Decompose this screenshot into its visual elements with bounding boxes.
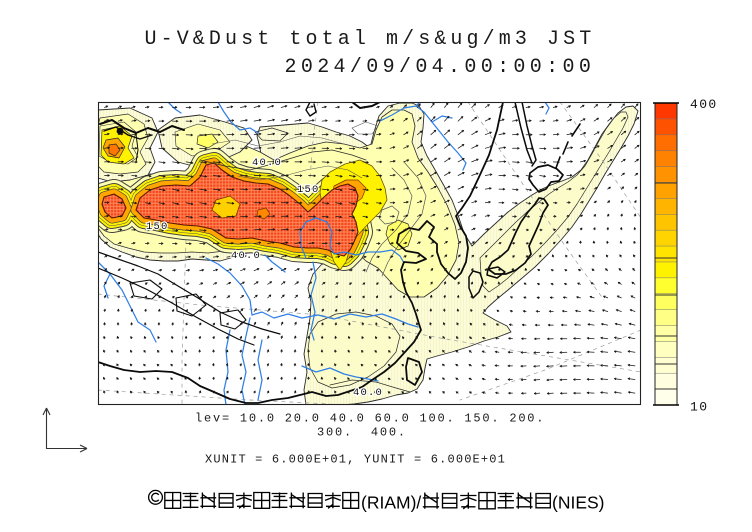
svg-text:2024/09/04.00:00:00: 2024/09/04.00:00:00 <box>285 56 596 79</box>
svg-text:400: 400 <box>690 97 718 112</box>
svg-text:lev= 10.0 20.0 40.0 60.0 100.: lev= 10.0 20.0 40.0 60.0 100. 150. 200. <box>195 412 545 426</box>
svg-text:40.0: 40.0 <box>353 387 383 399</box>
svg-text:40.0: 40.0 <box>252 157 282 169</box>
svg-text:U-V&Dust total m/s&ug/m3 JST: U-V&Dust total m/s&ug/m3 JST <box>145 28 596 51</box>
svg-text:150: 150 <box>146 221 169 233</box>
svg-text:40.0: 40.0 <box>231 250 261 262</box>
svg-text:(RIAM)/: (RIAM)/ <box>361 493 421 513</box>
svg-text:10: 10 <box>690 400 708 415</box>
svg-text:XUNIT = 6.000E+01, YUNIT = 6.0: XUNIT = 6.000E+01, YUNIT = 6.000E+01 <box>205 453 506 467</box>
svg-text:150: 150 <box>297 184 320 196</box>
svg-text:300. 400.: 300. 400. <box>317 426 407 440</box>
svg-text:(NIES): (NIES) <box>552 493 605 513</box>
